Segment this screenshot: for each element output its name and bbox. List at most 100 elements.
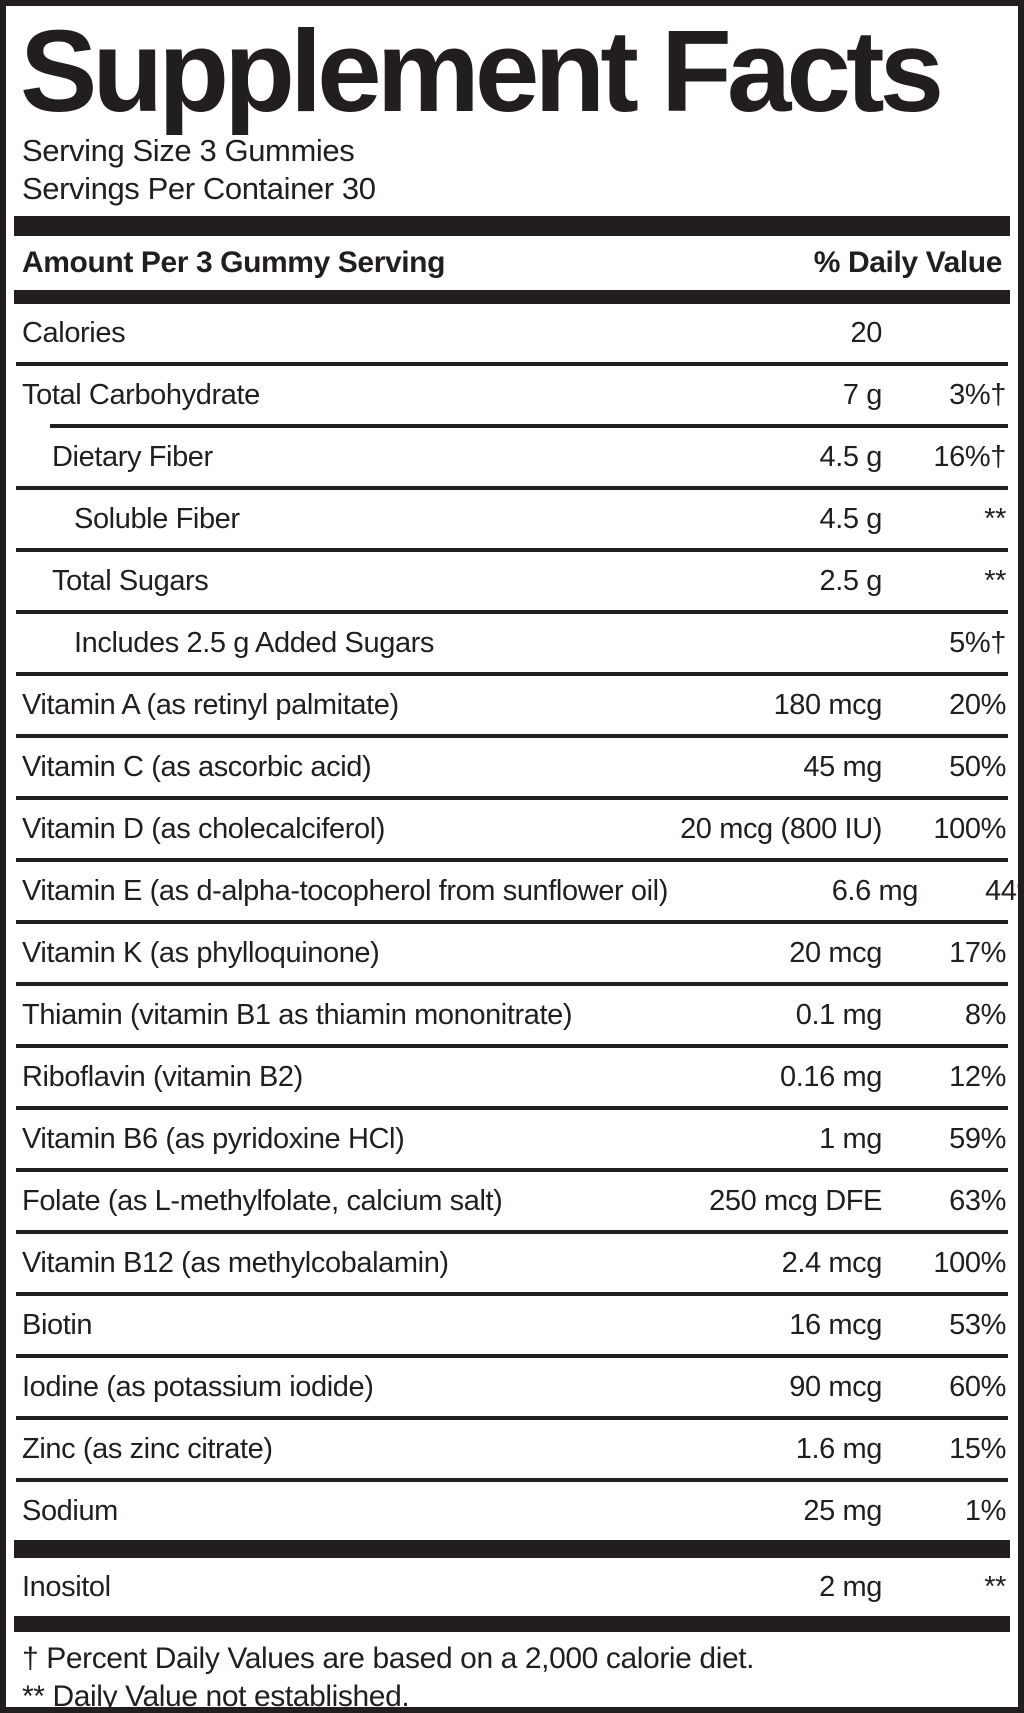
nutrient-amount: 7 g <box>842 378 883 411</box>
nutrient-daily-value: 50% <box>949 750 1006 783</box>
row-divider <box>16 1044 1008 1049</box>
nutrient-row: Sodium 25 mg 1% <box>12 1482 1012 1540</box>
nutrient-name: Vitamin A (as retinyl palmitate) <box>22 688 399 721</box>
thick-divider-bottom <box>14 1616 1010 1633</box>
nutrient-daily-value: 60% <box>949 1370 1006 1403</box>
table-header: Amount Per 3 Gummy Serving % Daily Value <box>12 236 1012 290</box>
serving-info: Serving Size 3 Gummies Servings Per Cont… <box>12 132 1012 208</box>
thick-divider-top <box>14 216 1010 237</box>
nutrient-name: Vitamin D (as cholecalciferol) <box>22 812 385 845</box>
row-divider <box>16 1106 1008 1111</box>
row-divider <box>16 362 1008 367</box>
nutrient-name: Vitamin C (as ascorbic acid) <box>22 750 372 783</box>
nutrient-row: Inositol 2 mg ** <box>12 1558 1012 1616</box>
nutrient-amount: 2.5 g <box>819 564 883 597</box>
nutrient-row: Vitamin B6 (as pyridoxine HCl) 1 mg 59% <box>12 1110 1012 1168</box>
nutrient-name: Iodine (as potassium iodide) <box>22 1370 374 1403</box>
nutrient-amount: 20 mcg (800 IU) <box>680 812 882 845</box>
nutrient-name: Biotin <box>22 1308 93 1341</box>
nutrient-amount: 180 mcg <box>773 688 883 721</box>
nutrient-amount: 2.4 mcg <box>781 1246 883 1279</box>
nutrient-daily-value: 12% <box>949 1060 1006 1093</box>
nutrient-amount: 90 mcg <box>789 1370 882 1403</box>
nutrient-row: Iodine (as potassium iodide) 90 mcg 60% <box>12 1358 1012 1416</box>
nutrient-row: Thiamin (vitamin B1 as thiamin mononitra… <box>12 986 1012 1044</box>
nutrient-daily-value: 17% <box>949 936 1006 969</box>
row-divider <box>16 486 1008 491</box>
nutrient-row: Vitamin B12 (as methylcobalamin) 2.4 mcg 1… <box>12 1234 1012 1292</box>
nutrient-name: Soluble Fiber <box>74 502 240 535</box>
row-divider <box>16 982 1008 987</box>
nutrient-name: Vitamin E (as d-alpha-tocopherol from su… <box>22 874 668 907</box>
panel-title: Supplement Facts <box>20 6 944 136</box>
nutrient-amount: 20 mcg <box>789 936 882 969</box>
nutrient-daily-value: 8% <box>964 998 1007 1031</box>
row-divider <box>16 796 1008 801</box>
nutrient-daily-value: ** <box>984 1570 1006 1603</box>
thick-divider-header <box>14 290 1010 305</box>
nutrient-amount: 16 mcg <box>789 1308 882 1341</box>
nutrient-daily-value: 59% <box>949 1122 1006 1155</box>
nutrient-daily-value: 1% <box>964 1494 1007 1527</box>
nutrient-row: Vitamin C (as ascorbic acid) 45 mg 50% <box>12 738 1012 796</box>
nutrient-row: Vitamin A (as retinyl palmitate) 180 mcg 2… <box>12 676 1012 734</box>
servings-per-container: Servings Per Container 30 <box>22 171 376 207</box>
nutrient-row: Calories 20 <box>12 304 1012 362</box>
thick-divider <box>14 1540 1010 1559</box>
nutrient-amount: 250 mcg DFE <box>709 1184 882 1217</box>
row-divider <box>16 920 1008 925</box>
nutrient-name: Total Sugars <box>52 564 209 597</box>
nutrient-name: Total Carbohydrate <box>22 378 260 411</box>
nutrient-daily-value: 16%† <box>933 440 1006 473</box>
nutrient-row: Vitamin K (as phylloquinone) 20 mcg 17% <box>12 924 1012 982</box>
daily-value-header: % Daily Value <box>813 246 1003 280</box>
serving-size: Serving Size 3 Gummies <box>22 133 355 169</box>
nutrient-name: Includes 2.5 g Added Sugars <box>74 626 435 659</box>
nutrient-daily-value: 100% <box>933 812 1006 845</box>
footnote-daily-values: † Percent Daily Values are based on a 2,… <box>22 1642 755 1676</box>
nutrient-daily-value: ** <box>984 502 1006 535</box>
row-divider <box>16 1354 1008 1359</box>
nutrient-daily-value: 20% <box>949 688 1006 721</box>
amount-per-serving-header: Amount Per 3 Gummy Serving <box>22 246 446 280</box>
nutrient-daily-value: 53% <box>949 1308 1006 1341</box>
nutrient-daily-value: ** <box>984 564 1006 597</box>
row-divider <box>50 424 1008 429</box>
row-divider <box>16 1230 1008 1235</box>
row-divider <box>16 1292 1008 1297</box>
nutrient-name: Riboflavin (vitamin B2) <box>22 1060 303 1093</box>
nutrient-name: Vitamin B12 (as methylcobalamin) <box>22 1246 449 1279</box>
nutrient-amount: 4.5 g <box>819 440 883 473</box>
nutrient-row: Total Sugars 2.5 g ** <box>12 552 1012 610</box>
nutrient-row: Biotin 16 mcg 53% <box>12 1296 1012 1354</box>
nutrient-name: Folate (as L-methylfolate, calcium salt) <box>22 1184 503 1217</box>
row-divider <box>16 548 1008 553</box>
nutrient-name: Vitamin B6 (as pyridoxine HCl) <box>22 1122 405 1155</box>
nutrient-amount: 45 mg <box>803 750 882 783</box>
nutrient-amount: 1.6 mg <box>795 1432 883 1465</box>
nutrient-amount: 0.1 mg <box>795 998 883 1031</box>
nutrient-row: Soluble Fiber 4.5 g ** <box>12 490 1012 548</box>
nutrient-amount: 0.16 mg <box>780 1060 882 1093</box>
nutrient-amount: 4.5 g <box>819 502 883 535</box>
nutrient-daily-value: 5%† <box>949 626 1006 659</box>
nutrient-row: Total Carbohydrate 7 g 3%† <box>12 366 1012 424</box>
nutrient-amount: 1 mg <box>819 1122 882 1155</box>
row-divider <box>16 1416 1008 1421</box>
nutrient-name: Inositol <box>22 1570 111 1603</box>
nutrient-row: Zinc (as zinc citrate) 1.6 mg 15% <box>12 1420 1012 1478</box>
nutrient-row: Dietary Fiber 4.5 g 16%† <box>12 428 1012 486</box>
nutrient-name: Zinc (as zinc citrate) <box>22 1432 273 1465</box>
row-divider <box>16 858 1008 863</box>
nutrient-name: Dietary Fiber <box>52 440 213 473</box>
nutrient-row: Includes 2.5 g Added Sugars 5%† <box>12 614 1012 672</box>
nutrient-amount: 6.6 mg <box>831 874 919 907</box>
footnote-not-established: ** Daily Value not established. <box>22 1680 410 1713</box>
row-divider <box>16 610 1008 615</box>
nutrient-name: Vitamin K (as phylloquinone) <box>22 936 380 969</box>
row-divider <box>16 1478 1008 1483</box>
nutrient-amount: 2 mg <box>819 1570 882 1603</box>
nutrient-daily-value: 3%† <box>949 378 1006 411</box>
nutrient-daily-value: 63% <box>949 1184 1006 1217</box>
